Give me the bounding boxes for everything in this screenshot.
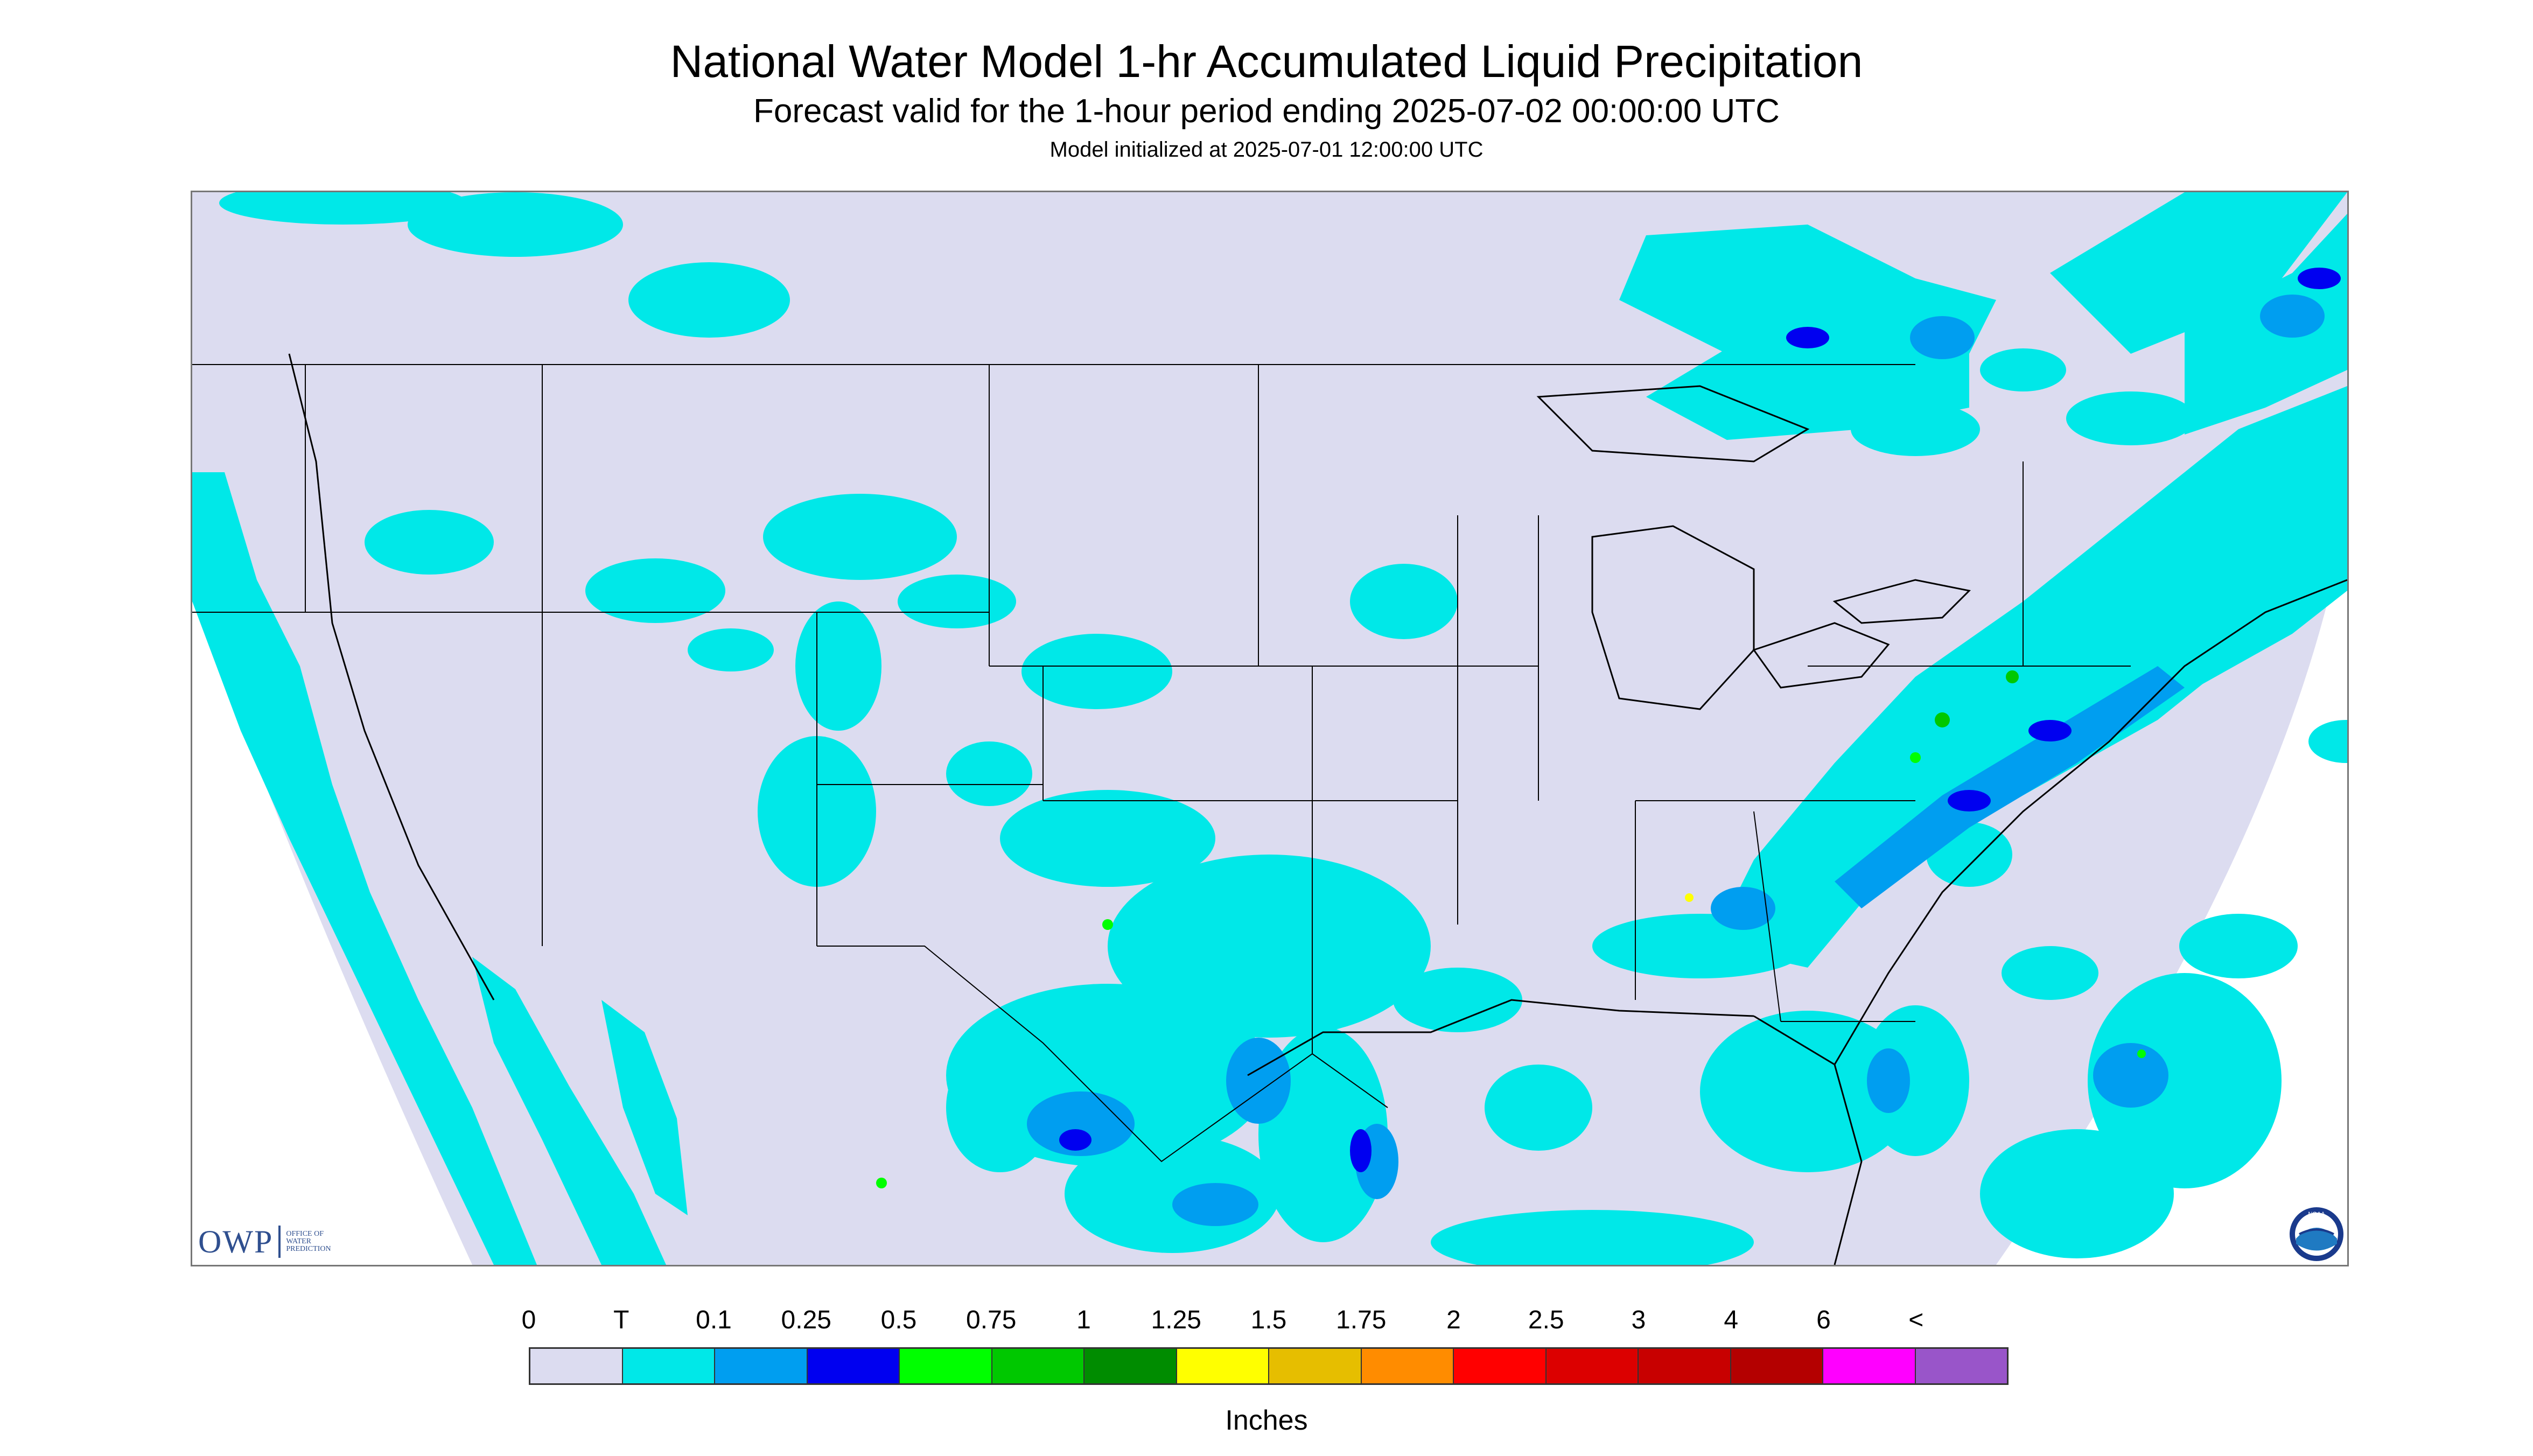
legend-tick-label: <: [1908, 1306, 1924, 1334]
legend-tick-label: 0.5: [880, 1306, 917, 1334]
legend-tick-label: T: [613, 1306, 629, 1334]
noaa-seal-icon: NOAA: [2289, 1206, 2345, 1262]
legend-swatch: [1731, 1349, 1823, 1383]
legend-swatch: [1915, 1349, 2007, 1383]
owp-logo-divider: [278, 1226, 281, 1258]
map-subtitle: Forecast valid for the 1-hour period end…: [753, 93, 1780, 130]
legend-tick-label: 1: [1076, 1306, 1091, 1334]
legend-tick-label: 2.5: [1528, 1306, 1564, 1334]
legend-tick-label: 1.25: [1151, 1306, 1201, 1334]
legend-swatch: [1639, 1349, 1731, 1383]
legend-tick-label: 0.1: [696, 1306, 732, 1334]
precip-heavy: [876, 670, 2146, 1188]
legend-tick-label: 0: [521, 1306, 536, 1334]
legend-swatch: [1084, 1349, 1177, 1383]
precipitation-map: [191, 191, 2349, 1266]
owp-logo-subtext: OFFICE OF WATER PREDICTION: [286, 1230, 331, 1253]
legend-tick-label: 6: [1816, 1306, 1831, 1334]
legend-swatch: [1454, 1349, 1547, 1383]
owp-logo-text: OWP: [198, 1223, 274, 1259]
model-init-time: Model initialized at 2025-07-01 12:00:00…: [1049, 138, 1484, 162]
model-domain: [192, 192, 2347, 1265]
legend-swatch: [1546, 1349, 1639, 1383]
legend-swatch: [622, 1349, 715, 1383]
legend-swatch: [992, 1349, 1084, 1383]
legend-tick-label: 0.75: [966, 1306, 1017, 1334]
legend-tick-label: 3: [1631, 1306, 1646, 1334]
state-boundaries: [192, 364, 2131, 1163]
coastlines: [288, 353, 2347, 1265]
legend-swatch: [900, 1349, 992, 1383]
legend-tick-label: 4: [1724, 1306, 1739, 1334]
legend-tick-label: 0.25: [781, 1306, 831, 1334]
outside-domain-left: [192, 591, 472, 1265]
owp-logo: OWP OFFICE OF WATER PREDICTION: [198, 1222, 331, 1261]
legend-swatch: [530, 1349, 623, 1383]
legend-tick-label: 1.5: [1250, 1306, 1287, 1334]
legend-units-label: Inches: [1225, 1405, 1308, 1436]
legend-swatch: [807, 1349, 900, 1383]
legend-swatch: [1823, 1349, 1916, 1383]
precip-moderate: [1059, 268, 2341, 1172]
precipitation-color-scale: [529, 1347, 2009, 1385]
noaa-logo-text: NOAA: [2308, 1211, 2325, 1217]
legend-swatch: [1361, 1349, 1454, 1383]
map-canvas: [192, 192, 2347, 1265]
map-title: National Water Model 1-hr Accumulated Li…: [670, 36, 1863, 87]
legend-swatch: [1177, 1349, 1269, 1383]
legend-tick-label: 1.75: [1336, 1306, 1387, 1334]
legend-swatch: [1269, 1349, 1362, 1383]
precip-light: [1027, 295, 2325, 1226]
noaa-seal-graphic: NOAA: [2290, 1207, 2343, 1261]
legend-tick-label: 2: [1446, 1306, 1461, 1334]
legend-swatch: [715, 1349, 808, 1383]
